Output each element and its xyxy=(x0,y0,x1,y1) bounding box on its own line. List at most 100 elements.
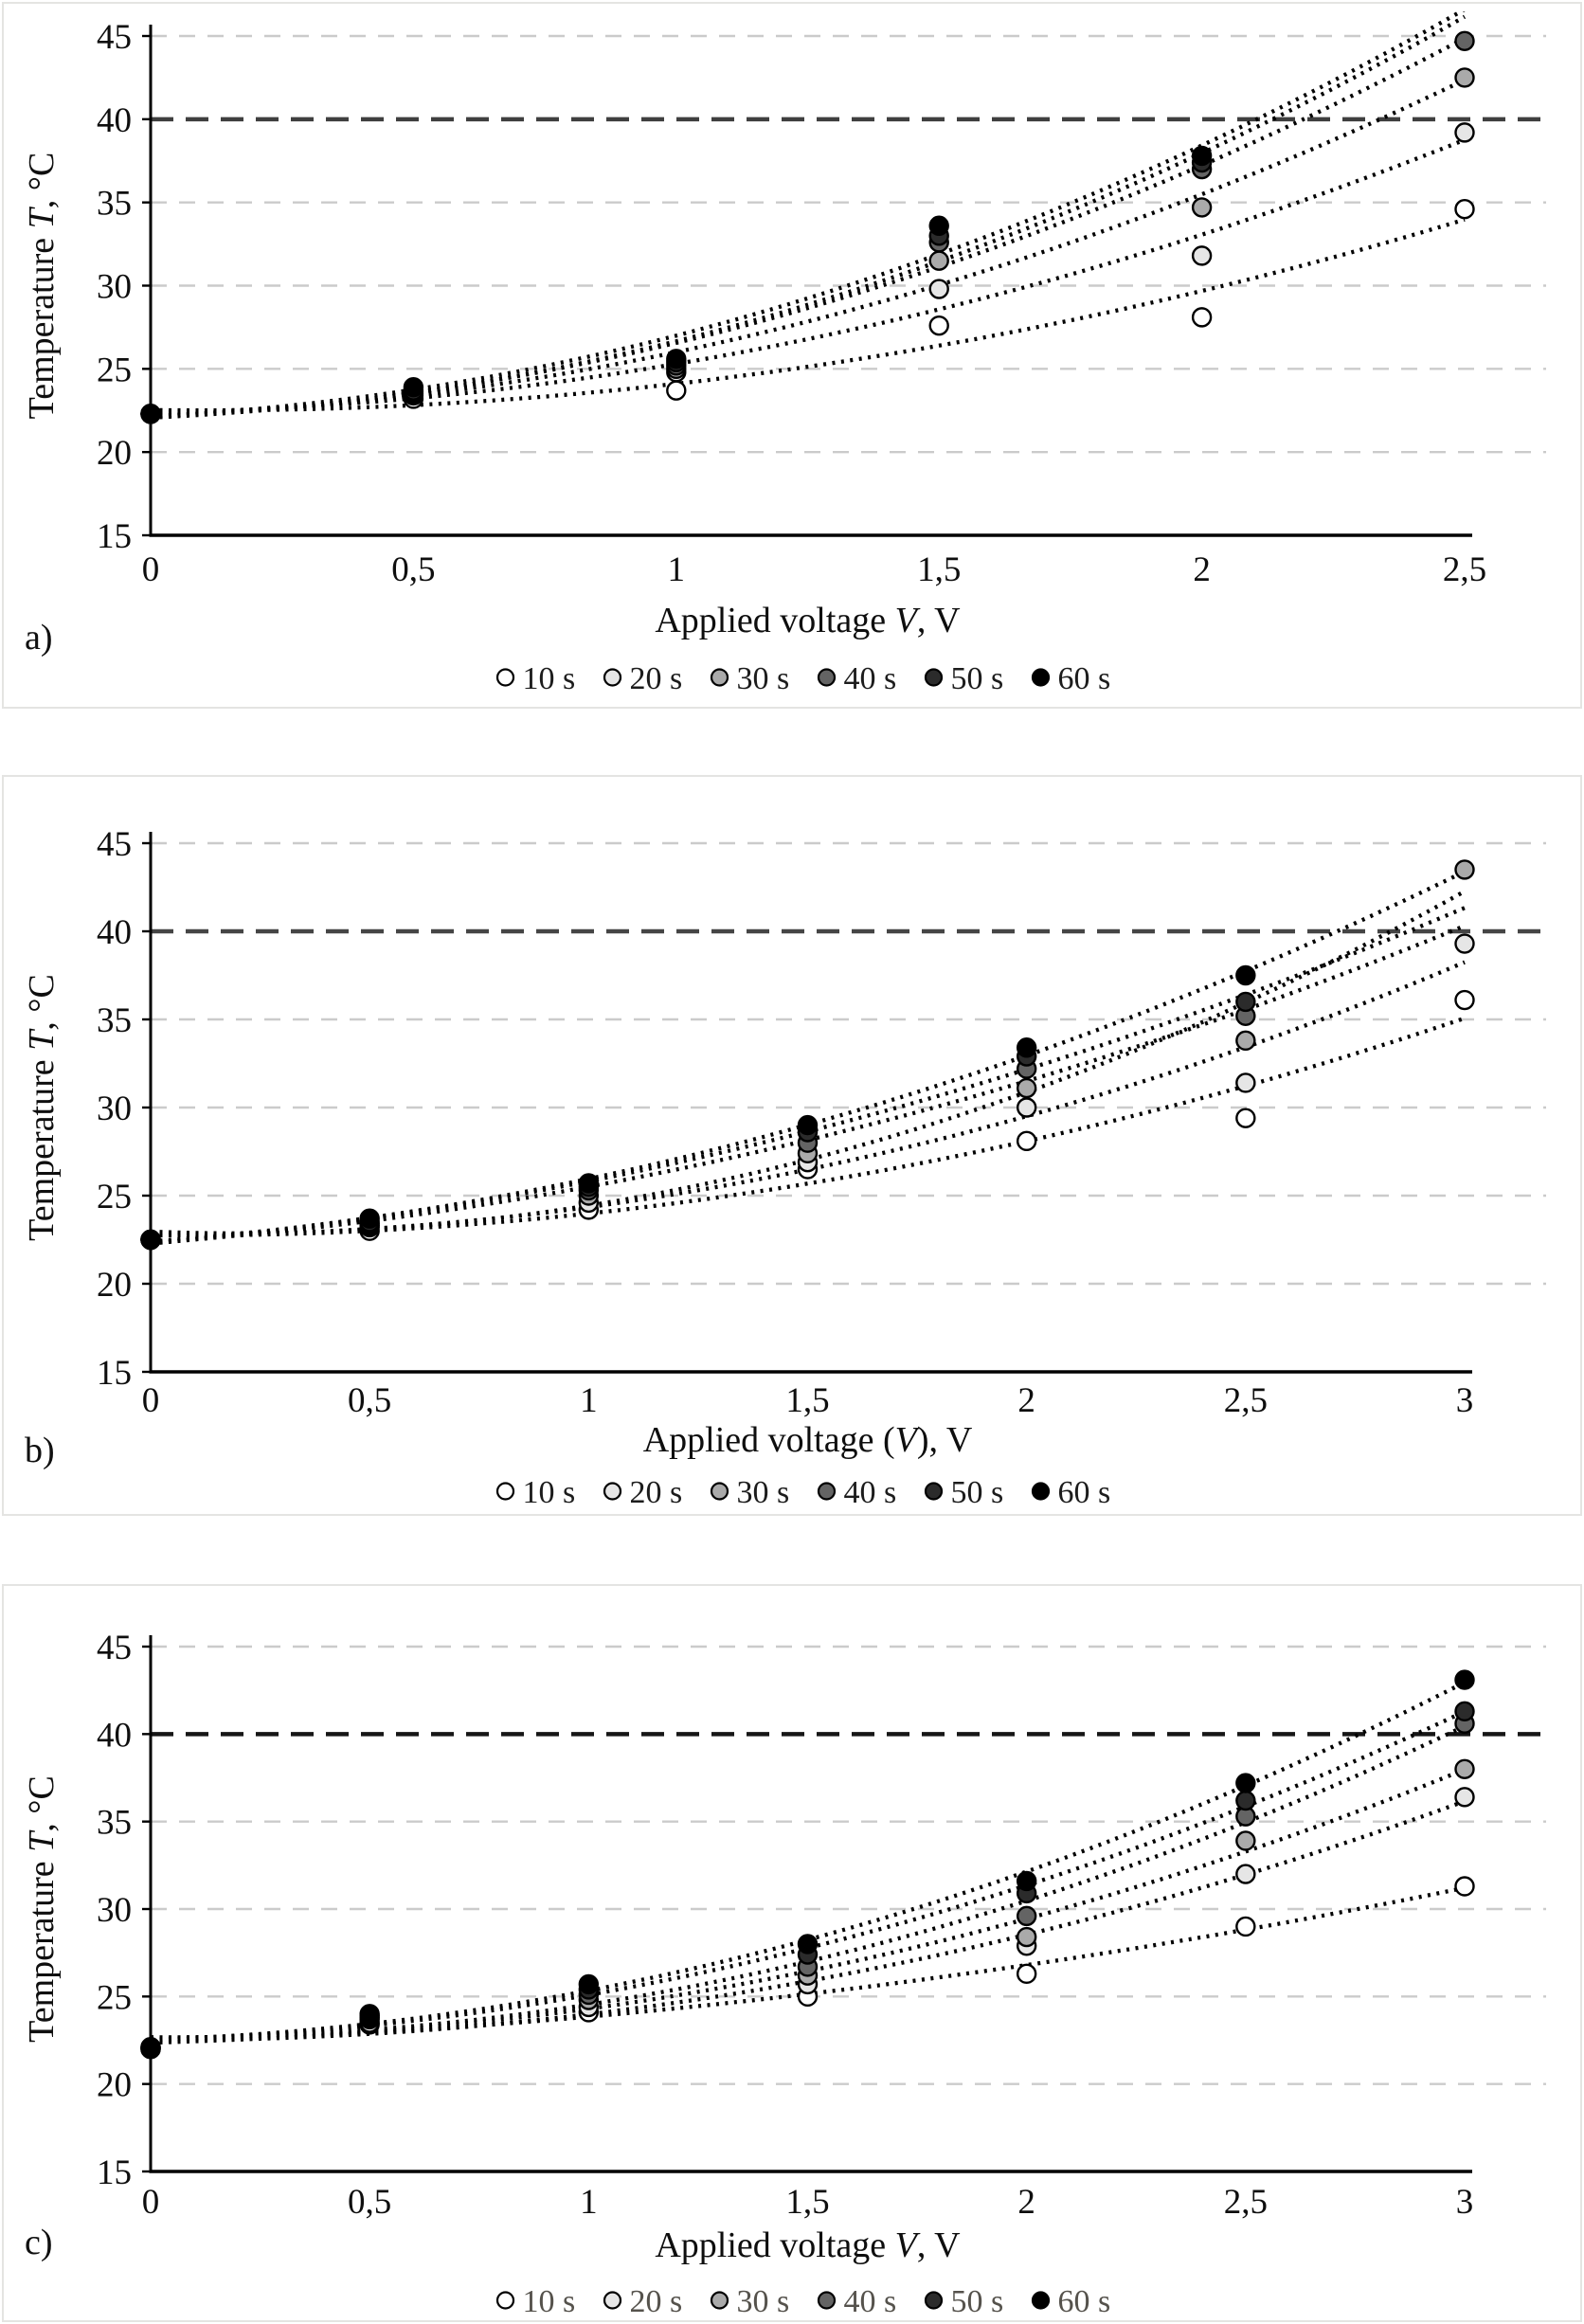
legend-marker-50s xyxy=(924,1482,944,1501)
legend-label: 40 s xyxy=(844,2284,897,2319)
y-tick-label: 25 xyxy=(97,351,132,389)
x-tick-label: 1,5 xyxy=(785,1381,829,1420)
legend-label: 10 s xyxy=(523,1475,576,1510)
point-50s-x3 xyxy=(1454,1701,1475,1722)
legend-marker-40s xyxy=(817,1482,837,1501)
point-10s-x2_5 xyxy=(1235,1916,1256,1937)
y-tick-label: 45 xyxy=(97,18,132,57)
point-10s-x3 xyxy=(1454,1876,1475,1897)
legend-item-30s: 30 s xyxy=(710,661,790,696)
legend-item-10s: 10 s xyxy=(495,2284,576,2319)
point-60s-x2_5 xyxy=(1235,1773,1256,1793)
panel-b: 15 20 25 30 35 40 45 0 0,5 1 1,5 2 2,5 3 Applied volta… xyxy=(2,775,1582,1516)
trend-lines xyxy=(152,869,1467,1246)
point-30s-x2 xyxy=(1191,197,1213,218)
point-10s-x2 xyxy=(1191,307,1213,328)
legend-label: 50 s xyxy=(951,2284,1004,2319)
x-tick-label: 0 xyxy=(142,2183,160,2222)
point-60s-x0 xyxy=(140,2037,161,2058)
point-30s-x3 xyxy=(1454,1758,1475,1779)
x-tick-label: 0,5 xyxy=(391,550,435,589)
trend-line-30s xyxy=(152,889,1467,1235)
x-tick-label: 2,5 xyxy=(1224,1381,1268,1420)
legend-item-40s: 40 s xyxy=(817,1475,897,1510)
x-axis-title: Applied voltage V, V xyxy=(655,601,961,640)
x-tick-label: 3 xyxy=(1456,1381,1474,1420)
point-40s-x2_5 xyxy=(1454,30,1475,51)
y-tick-label: 40 xyxy=(97,1716,132,1755)
point-60s-x3 xyxy=(1454,1669,1475,1690)
legend-item-10s: 10 s xyxy=(495,1475,576,1510)
point-60s-x0_5 xyxy=(359,2004,380,2025)
panel-a: 15 20 25 30 35 40 45 0 0,5 1 1,5 2 2,5 Applied voltag… xyxy=(2,2,1582,709)
legend-label: 60 s xyxy=(1058,661,1111,696)
x-tick-label: 1,5 xyxy=(917,550,961,589)
legend-item-60s: 60 s xyxy=(1031,1475,1110,1510)
point-60s-x2 xyxy=(1016,1870,1037,1892)
point-60s-x1_5 xyxy=(797,1114,819,1136)
point-10s-x1 xyxy=(666,380,687,401)
legend: 10 s 20 s 30 s 40 s 50 s 60 s xyxy=(495,1475,1110,1510)
point-60s-x0_5 xyxy=(403,376,424,398)
point-60s-x0 xyxy=(140,1229,161,1251)
trend-line-50s xyxy=(152,14,1467,419)
y-tick-label: 20 xyxy=(97,2066,132,2105)
point-40s-x2 xyxy=(1016,1905,1037,1927)
legend-marker-40s xyxy=(817,668,837,687)
y-tick-label: 15 xyxy=(97,517,132,556)
point-60s-x2 xyxy=(1191,145,1213,167)
legend-marker-50s xyxy=(924,668,944,687)
axes: 15 20 25 30 35 40 45 0 0,5 1 1,5 2 2,5 3 xyxy=(97,1629,1473,2222)
point-10s-x2 xyxy=(1016,1130,1037,1152)
legend-label: 10 s xyxy=(523,661,576,696)
legend-label: 20 s xyxy=(630,2284,683,2319)
panel-label-c: c) xyxy=(25,2223,53,2262)
point-60s-x1 xyxy=(666,349,687,369)
y-tick-label: 35 xyxy=(97,1001,132,1040)
y-tick-label: 40 xyxy=(97,101,132,140)
x-tick-label: 2 xyxy=(1017,1381,1035,1420)
legend: 10 s 20 s 30 s 40 s 50 s 60 s xyxy=(495,661,1111,696)
legend-marker-10s xyxy=(495,668,515,687)
legend-item-20s: 20 s xyxy=(603,1475,683,1510)
point-10s-x2_5 xyxy=(1235,1108,1256,1128)
legend-label: 30 s xyxy=(737,2284,790,2319)
y-tick-label: 15 xyxy=(97,2153,132,2192)
legend-item-60s: 60 s xyxy=(1031,661,1111,696)
point-60s-x1 xyxy=(578,1973,600,1995)
point-10s-x2 xyxy=(1016,1963,1037,1985)
y-tick-label: 30 xyxy=(97,1891,132,1930)
y-tick-label: 45 xyxy=(97,1629,132,1667)
legend-marker-30s xyxy=(710,668,729,687)
x-tick-label: 2,5 xyxy=(1224,2183,1268,2222)
x-axis-title: Applied voltage V, V xyxy=(655,2225,961,2265)
y-tick-label: 25 xyxy=(97,1978,132,2017)
legend-label: 40 s xyxy=(844,1475,897,1510)
legend-item-50s: 50 s xyxy=(924,661,1003,696)
trend-lines xyxy=(152,11,1467,420)
point-60s-x1_5 xyxy=(797,1934,819,1955)
legend-item-30s: 30 s xyxy=(710,2284,790,2319)
legend-label: 20 s xyxy=(630,1475,683,1510)
point-60s-x0_5 xyxy=(359,1208,380,1229)
trend-line-10s xyxy=(152,217,1466,413)
legend-label: 30 s xyxy=(737,1475,790,1510)
point-30s-x1_5 xyxy=(928,250,949,271)
point-30s-x2_5 xyxy=(1454,67,1475,88)
y-axis-title: Temperature T, °C xyxy=(22,1775,62,2043)
x-axis-title: Applied voltage (V), V xyxy=(643,1420,973,1460)
point-60s-x2 xyxy=(1016,1037,1037,1058)
legend: 10 s 20 s 30 s 40 s 50 s 60 s xyxy=(495,2284,1110,2319)
legend-item-50s: 50 s xyxy=(924,2284,1004,2319)
y-axis-title: Temperature T, °C xyxy=(22,974,62,1241)
x-tick-label: 2 xyxy=(1193,550,1211,589)
legend-label: 10 s xyxy=(523,2284,576,2319)
legend-label: 40 s xyxy=(844,661,897,696)
point-30s-x2 xyxy=(1016,1926,1037,1948)
legend-item-20s: 20 s xyxy=(603,2284,683,2319)
legend-marker-10s xyxy=(495,1482,515,1501)
trend-line-60s xyxy=(152,869,1466,1244)
x-tick-label: 2,5 xyxy=(1443,550,1486,589)
x-tick-label: 0 xyxy=(142,1381,160,1420)
legend-label: 30 s xyxy=(737,661,790,696)
